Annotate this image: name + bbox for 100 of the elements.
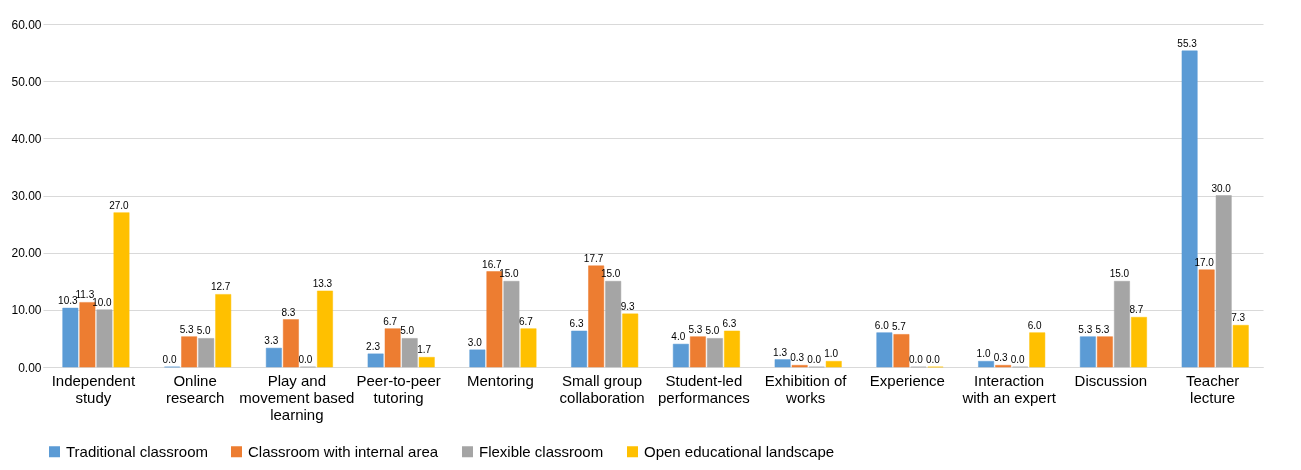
- data-label: 0.0: [1010, 354, 1026, 365]
- data-label: 8.3: [281, 306, 296, 318]
- bar: [113, 212, 130, 368]
- data-label: 6.7: [518, 315, 534, 327]
- bar: [181, 336, 198, 368]
- data-label: 12.7: [210, 281, 231, 293]
- data-label: 27.0: [109, 199, 130, 211]
- data-label: 0.0: [162, 354, 177, 365]
- data-label: 5.3: [1078, 323, 1093, 335]
- bar: [724, 330, 740, 368]
- data-label: 4.0: [671, 331, 686, 343]
- data-label: 0.0: [807, 354, 822, 365]
- data-label: 1.3: [773, 346, 788, 358]
- data-label: 1.0: [976, 348, 991, 360]
- bar: [1114, 281, 1130, 368]
- bar: [503, 281, 520, 368]
- bar: [876, 332, 893, 368]
- bar: [1029, 332, 1046, 368]
- x-tick-label: Interaction with an expert: [961, 371, 1057, 406]
- bar: [1097, 336, 1113, 368]
- data-label: 2.3: [366, 340, 381, 352]
- bar: [520, 328, 537, 368]
- data-label: 0.0: [908, 354, 924, 365]
- bar: [198, 338, 215, 368]
- data-label: 1.7: [417, 344, 432, 356]
- data-label: 5.0: [705, 325, 720, 337]
- x-tick-label: Small group collaboration: [559, 371, 645, 406]
- bar: [605, 281, 622, 368]
- bar: [1131, 317, 1147, 368]
- bar: [672, 343, 689, 368]
- data-label: 55.3: [1177, 37, 1198, 49]
- legend-label: Flexible classroom: [479, 442, 604, 460]
- data-label: 8.7: [1129, 304, 1144, 316]
- data-label: 3.3: [264, 335, 279, 347]
- bar: [893, 334, 910, 368]
- bar: [317, 290, 333, 368]
- x-tick-label: Discussion: [1074, 371, 1148, 389]
- bar: [418, 357, 435, 368]
- bar: [265, 347, 282, 368]
- data-label: 15.0: [1109, 268, 1130, 280]
- bar: [282, 319, 299, 368]
- data-label: 5.3: [1095, 323, 1110, 335]
- y-tick-label: 20.00: [11, 246, 42, 261]
- bar: [384, 328, 401, 368]
- data-label: 17.7: [583, 252, 604, 264]
- y-tick-label: 40.00: [11, 131, 42, 146]
- data-label: 5.3: [179, 323, 194, 335]
- bar: [215, 294, 232, 368]
- data-label: 6.0: [1027, 319, 1043, 331]
- data-label: 5.0: [196, 325, 212, 337]
- bar: [571, 330, 588, 368]
- y-tick-label: 10.00: [11, 303, 42, 318]
- y-tick-label: 0.00: [18, 360, 42, 375]
- bar: [689, 336, 706, 368]
- legend-label: Open educational landscape: [644, 442, 835, 460]
- x-tick-label: Peer-to-peer tutoring: [356, 371, 441, 406]
- x-tick-label: Student-led performances: [658, 371, 750, 406]
- bar: [401, 338, 418, 368]
- x-tick-label: Independent study: [51, 371, 136, 406]
- bar: [1198, 269, 1215, 368]
- bar: [825, 361, 842, 368]
- y-tick-label: 50.00: [11, 74, 42, 89]
- y-tick-label: 60.00: [11, 17, 42, 32]
- x-tick-label: Exhibition of works: [764, 371, 848, 406]
- data-label: 6.0: [874, 319, 890, 331]
- x-tick-label: Experience: [869, 371, 945, 389]
- x-tick-label: Online research: [165, 371, 225, 406]
- data-label: 16.7: [482, 258, 503, 270]
- data-label: 5.0: [400, 325, 415, 337]
- bar: [1079, 336, 1096, 368]
- data-label: 13.3: [312, 277, 333, 289]
- legend-label: Classroom with internal area: [248, 442, 439, 460]
- y-tick-label: 30.00: [11, 189, 42, 203]
- data-label: 6.3: [722, 317, 737, 329]
- bar: [774, 359, 791, 368]
- bar: [1232, 325, 1249, 368]
- x-tick-label: Mentoring: [467, 371, 534, 389]
- data-label: 5.7: [891, 321, 907, 333]
- bar: [367, 353, 384, 368]
- data-label: 7.3: [1231, 312, 1246, 324]
- data-label: 5.3: [688, 323, 703, 335]
- bar: [622, 313, 639, 368]
- data-label: 3.0: [467, 336, 483, 348]
- bar: [469, 349, 486, 368]
- bar: [96, 309, 113, 368]
- data-label: 0.3: [790, 352, 805, 364]
- data-label: 30.0: [1211, 182, 1232, 194]
- legend-label: Traditional classroom: [66, 442, 208, 460]
- data-label: 9.3: [620, 300, 636, 312]
- data-label: 0.0: [298, 354, 313, 365]
- bar: [707, 338, 723, 368]
- bar: [62, 307, 79, 368]
- data-label: 0.0: [925, 354, 941, 365]
- data-label: 6.7: [383, 315, 398, 327]
- data-label: 1.0: [824, 348, 839, 360]
- bar: [978, 361, 995, 368]
- data-label: 6.3: [569, 317, 584, 329]
- data-label: 10.3: [58, 295, 78, 307]
- x-tick-label: Teacher lecture: [1185, 371, 1240, 406]
- data-label: 0.3: [993, 352, 1008, 364]
